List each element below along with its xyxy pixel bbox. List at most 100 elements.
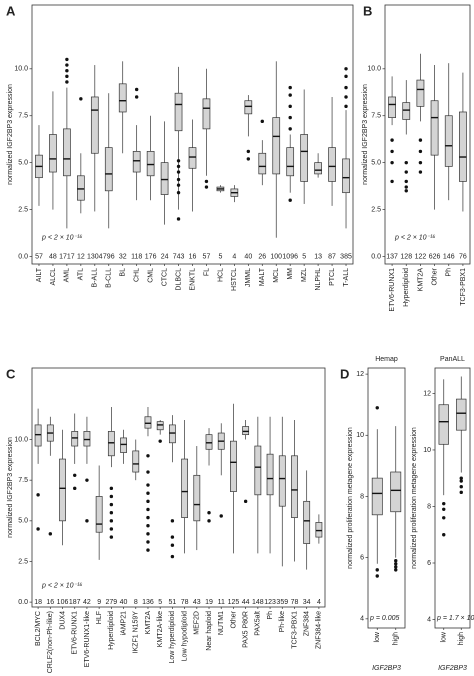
count-label: 16 — [189, 253, 197, 260]
y-tick-label: 5.0 — [18, 518, 28, 525]
box — [286, 147, 295, 177]
y-tick-label: 0.0 — [18, 253, 28, 260]
x-tick-label: Ph — [446, 268, 453, 277]
outlier — [170, 543, 175, 547]
x-tick-label: ETV6-RUNX1 — [389, 268, 396, 312]
outlier — [418, 160, 423, 165]
outlier — [170, 554, 175, 559]
count-label: 106 — [57, 599, 69, 606]
box — [402, 102, 411, 120]
count-label: 42 — [83, 599, 91, 606]
outlier — [146, 515, 150, 520]
y-axis-label: normalized IGF2BP3 expression — [7, 437, 14, 538]
x-tick-label: HSTCL — [231, 268, 238, 291]
x-tick-label: ZNF384-like — [316, 611, 323, 649]
outlier — [418, 138, 423, 142]
box — [118, 83, 127, 113]
outlier — [48, 532, 53, 536]
count-label: 279 — [106, 599, 118, 606]
count-label: 5 — [302, 253, 306, 260]
p-value: p < 2 × 10⁻¹⁶ — [394, 235, 436, 242]
outlier — [146, 524, 150, 528]
x-tick-label: ATL — [78, 268, 85, 280]
x-tick-label: B-CLL — [106, 268, 113, 288]
outlier — [109, 527, 114, 531]
outlier — [109, 519, 114, 523]
outlier — [176, 183, 181, 187]
box — [291, 455, 298, 518]
box — [90, 96, 99, 154]
x-tick-label: JMML — [245, 268, 252, 287]
y-tick-label: 5.0 — [371, 159, 381, 166]
plot-frame — [384, 4, 471, 265]
count-label: 16 — [46, 599, 54, 606]
outlier — [134, 95, 139, 99]
count-label: 26 — [258, 253, 266, 260]
box — [278, 455, 286, 507]
count-label: 4 — [232, 253, 236, 260]
outlier — [176, 177, 181, 182]
x-tick-label: DUX4 — [59, 611, 66, 630]
box — [244, 100, 253, 115]
outlier — [146, 540, 150, 544]
box — [63, 128, 71, 177]
outlier — [65, 80, 69, 84]
outlier — [394, 562, 398, 566]
outlier — [404, 179, 408, 184]
x-tick-label: low — [374, 631, 381, 642]
p-value: p < 2 × 10⁻¹⁶ — [41, 235, 83, 242]
box — [104, 147, 113, 192]
outlier — [459, 479, 463, 483]
y-tick-label: 10.0 — [14, 66, 28, 73]
box — [444, 115, 453, 167]
y-tick-label: 12 — [356, 371, 364, 378]
box — [242, 426, 250, 436]
box — [49, 134, 57, 173]
count-label: 125 — [228, 599, 240, 606]
count-label: 5 — [158, 599, 162, 606]
outlier — [390, 179, 394, 184]
outlier — [146, 499, 150, 504]
count-label: 57 — [203, 253, 211, 260]
box — [300, 134, 308, 182]
count-label: 137 — [386, 253, 398, 260]
outlier — [109, 511, 114, 515]
x-tick-label: MZL — [301, 268, 308, 282]
box — [438, 404, 449, 445]
box — [272, 117, 281, 175]
outlier — [390, 138, 394, 142]
outlier — [246, 157, 251, 161]
x-tick-label: KMT2A — [417, 268, 424, 292]
x-tick-label: AILT — [36, 267, 43, 282]
outlier — [109, 494, 114, 499]
x-tick-label: B-ALL — [92, 268, 99, 288]
p-value: p = 0.005 — [369, 615, 399, 622]
box — [120, 437, 127, 453]
y-tick-label: 12 — [423, 390, 431, 397]
count-label: 122 — [415, 253, 427, 260]
count-label: 796 — [103, 253, 115, 260]
box — [266, 453, 274, 496]
x-tick-label: FL — [203, 268, 210, 276]
box — [230, 440, 237, 492]
x-tick-label: ZNF384 — [304, 611, 311, 636]
outlier — [65, 68, 69, 73]
outlier — [176, 164, 181, 169]
count-label: 136 — [142, 599, 154, 606]
outlier — [73, 486, 77, 491]
panel-title: Hemap — [375, 356, 398, 363]
outlier — [459, 476, 463, 480]
outlier — [73, 473, 77, 478]
outlier — [390, 160, 394, 165]
x-tick-label: Ph-like — [279, 611, 286, 633]
y-tick-label: 4 — [360, 616, 364, 623]
outlier — [207, 511, 211, 515]
panel-letter: D — [340, 366, 349, 381]
outlier — [375, 574, 379, 578]
x-tick-label: PTCL — [329, 268, 336, 286]
x-tick-label: CTCL — [161, 268, 168, 286]
box — [156, 421, 164, 431]
x-tick-label: MCL — [273, 268, 280, 283]
x-tick-label: high — [393, 632, 400, 645]
x-tick-label: KMT2A — [145, 611, 152, 635]
